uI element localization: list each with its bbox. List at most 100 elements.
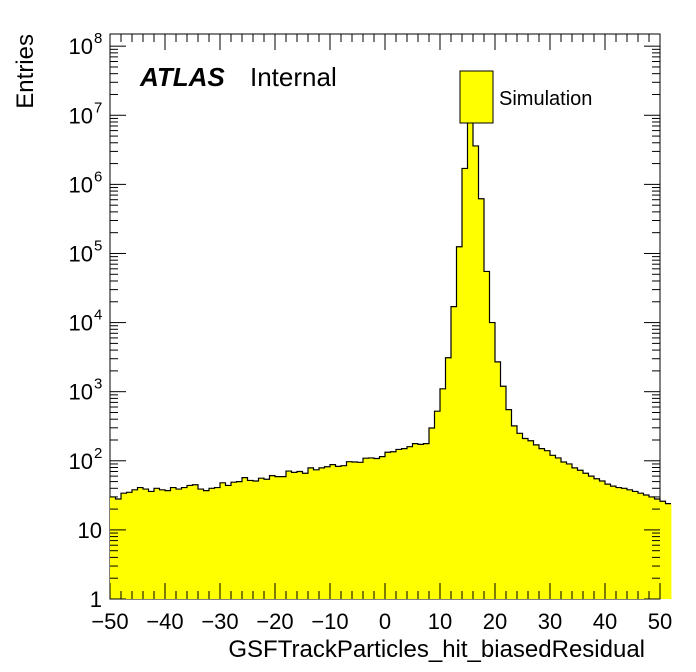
x-tick-label: −10 — [311, 609, 348, 634]
histogram-bar — [363, 458, 369, 599]
histogram-bar — [423, 443, 430, 599]
x-tick-label: 50 — [648, 609, 672, 634]
y-tick-label: 10 — [69, 241, 93, 266]
histogram-bar — [583, 473, 589, 599]
y-tick-label: 10 — [69, 380, 93, 405]
histogram-bar — [203, 490, 210, 599]
histogram-bar — [660, 501, 666, 599]
histogram-bar — [385, 452, 391, 599]
histogram-bar — [143, 489, 149, 599]
y-tick-exponent: 3 — [94, 376, 102, 393]
histogram-bar — [247, 480, 254, 599]
histogram-bar — [489, 322, 496, 599]
y-tick-label: 1 — [90, 587, 102, 612]
histogram-bar — [484, 271, 490, 599]
histogram-bar — [506, 409, 512, 599]
histogram-bar — [638, 493, 644, 599]
histogram-bar — [473, 145, 479, 599]
histogram-bar — [242, 477, 248, 599]
legend-swatch — [459, 70, 494, 124]
histogram-bar — [434, 411, 441, 599]
x-axis-title: GSFTrackParticles_hit_biasedResidual — [228, 636, 645, 663]
histogram-bar — [121, 493, 127, 599]
y-axis-ticks — [110, 45, 660, 600]
histogram-bar — [456, 246, 463, 599]
y-tick-label: 10 — [78, 518, 102, 543]
histogram-bar — [566, 463, 573, 599]
histogram-bar — [291, 472, 298, 599]
histogram-bar — [225, 485, 232, 599]
histogram-bar — [137, 487, 144, 599]
histogram-bar — [462, 168, 468, 599]
y-tick-exponent: 4 — [94, 307, 102, 324]
y-tick-exponent: 5 — [94, 237, 102, 254]
histogram-bar — [308, 467, 314, 599]
y-axis-title: Entries — [12, 34, 39, 109]
histogram-bar — [555, 457, 562, 599]
histogram-bar — [352, 462, 358, 599]
x-tick-label: −30 — [201, 609, 238, 634]
histogram-bar — [192, 484, 199, 599]
histogram-bar — [451, 306, 457, 599]
histogram-bar — [500, 386, 507, 599]
histogram-bar — [412, 443, 419, 599]
histogram-bar — [170, 487, 177, 599]
histogram-bar — [610, 486, 617, 599]
histogram-bar — [539, 448, 545, 599]
histogram-bar — [528, 440, 534, 599]
histogram-bar — [550, 455, 556, 599]
histogram-bar — [258, 478, 265, 599]
histogram-bar — [236, 481, 243, 599]
histogram-bar — [605, 484, 611, 599]
x-tick-label: −40 — [146, 609, 183, 634]
y-tick-label: 10 — [69, 311, 93, 336]
histogram-bar — [324, 466, 331, 599]
y-tick-exponent: 7 — [94, 99, 102, 116]
histogram-bar — [154, 488, 160, 599]
histogram-bars — [110, 112, 672, 600]
histogram-bar — [220, 482, 226, 599]
y-tick-label: 10 — [69, 103, 93, 128]
histogram-bar — [418, 444, 424, 599]
histogram-bar — [654, 498, 661, 599]
histogram-bar — [390, 451, 397, 599]
x-tick-label: 10 — [428, 609, 452, 634]
y-tick-exponent: 8 — [94, 30, 102, 47]
histogram-bar — [616, 487, 622, 599]
histogram-bar — [440, 388, 446, 599]
histogram-bar — [445, 357, 452, 599]
histogram-bar — [627, 489, 633, 599]
histogram-bar — [572, 467, 578, 599]
histogram-bar — [396, 449, 402, 599]
histogram-bar — [165, 490, 171, 599]
histogram-bar — [275, 476, 281, 599]
y-tick-exponent: 6 — [94, 168, 102, 185]
histogram-bar — [159, 489, 166, 599]
histogram-bar — [148, 491, 155, 599]
histogram-bar — [374, 458, 380, 599]
histogram-bar — [632, 491, 639, 599]
histogram-bar — [132, 489, 138, 599]
histogram-bar — [561, 462, 567, 599]
histogram-bar — [209, 488, 215, 599]
y-tick-label: 10 — [69, 172, 93, 197]
histogram-bar — [522, 438, 529, 599]
histogram-bar — [181, 487, 188, 599]
histogram-bar — [649, 496, 655, 599]
histogram-bar — [319, 467, 325, 599]
legend: Simulation — [459, 70, 592, 124]
histogram-bar — [517, 433, 523, 599]
histogram-bar — [429, 428, 435, 599]
histogram-bar — [253, 481, 259, 599]
histogram-bar — [115, 498, 122, 599]
y-tick-label: 10 — [69, 34, 93, 59]
histogram-bar — [313, 469, 320, 599]
histogram-bar — [533, 444, 540, 599]
histogram-bar — [264, 479, 270, 599]
x-axis-tick-labels: −50 −40 −30 −20 −10 0 10 20 30 40 50 — [91, 609, 672, 634]
x-axis-ticks — [109, 34, 661, 599]
histogram-bar — [544, 450, 551, 599]
x-tick-label: 20 — [483, 609, 507, 634]
histogram-bar — [297, 471, 303, 599]
